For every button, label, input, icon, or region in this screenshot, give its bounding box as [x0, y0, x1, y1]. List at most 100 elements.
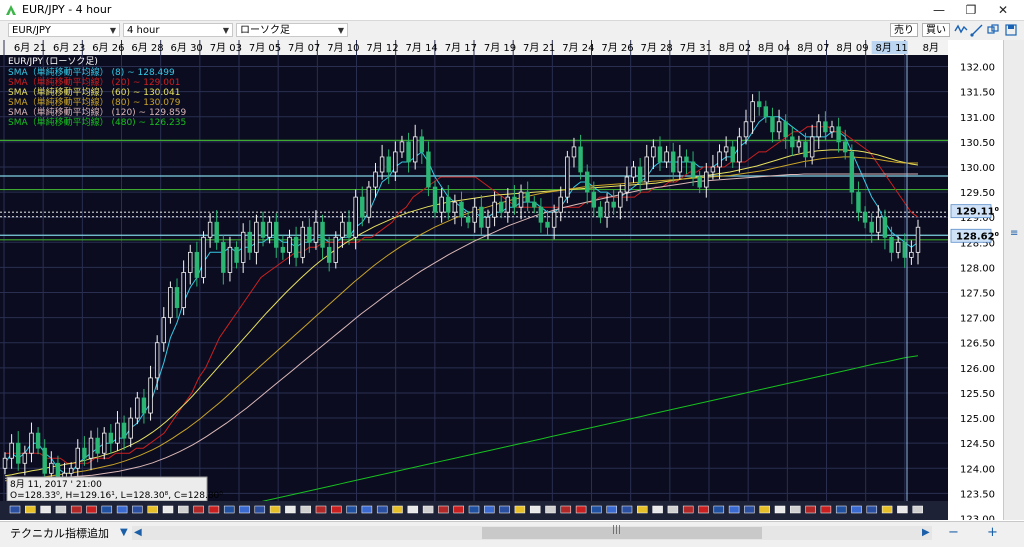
event-flag-icon[interactable] — [621, 505, 633, 514]
candle-body — [22, 452, 28, 464]
event-flag-icon[interactable] — [912, 505, 923, 514]
event-flag-icon[interactable] — [86, 505, 97, 514]
event-flag-icon[interactable] — [484, 505, 495, 514]
event-flag-icon[interactable] — [147, 505, 158, 514]
event-flag-icon[interactable] — [514, 505, 526, 514]
event-flag-icon[interactable] — [101, 505, 113, 514]
candle-body — [591, 191, 597, 208]
event-flag-icon[interactable] — [468, 505, 480, 514]
event-flag-icon[interactable] — [300, 505, 311, 514]
event-flag-icon[interactable] — [682, 505, 694, 514]
scroll-handle-icon[interactable]: ≡ — [1010, 228, 1019, 239]
event-flag-icon[interactable] — [116, 505, 128, 514]
event-flag-icon[interactable] — [820, 505, 832, 514]
event-flag-icon[interactable] — [422, 505, 434, 514]
event-flag-icon[interactable] — [407, 505, 419, 514]
chart-style-select[interactable]: ローソク足 ▼ — [236, 23, 348, 37]
candle-body — [882, 216, 888, 238]
event-flag-icon[interactable] — [346, 505, 357, 514]
event-flag-icon[interactable] — [790, 505, 801, 514]
chart-link-icon[interactable] — [986, 23, 1000, 37]
event-flag-icon[interactable] — [361, 505, 373, 514]
close-button[interactable]: ✕ — [997, 3, 1009, 17]
event-flag-icon[interactable] — [132, 505, 143, 514]
event-flag-icon[interactable] — [560, 505, 572, 514]
chevron-down-icon[interactable]: ▼ — [120, 527, 128, 538]
sma-lines — [4, 116, 919, 520]
event-flag-icon[interactable] — [254, 505, 266, 514]
event-flag-icon[interactable] — [162, 505, 174, 514]
draw-trendline-icon[interactable] — [970, 23, 984, 37]
event-flag-icon[interactable] — [575, 505, 587, 514]
event-flag-icon[interactable] — [897, 505, 908, 514]
event-flag-icon[interactable] — [55, 505, 67, 514]
event-flag-icon[interactable] — [545, 505, 556, 514]
candle-body — [637, 166, 643, 183]
event-flag-icon[interactable] — [728, 505, 740, 514]
sma-line — [5, 126, 919, 464]
event-flag-icon[interactable] — [178, 505, 189, 514]
horizontal-scrollbar[interactable]: ||| — [132, 525, 932, 540]
event-flags[interactable] — [0, 501, 948, 520]
event-flag-icon[interactable] — [835, 505, 847, 514]
x-tick-label: 7月 05 — [249, 42, 281, 54]
event-flag-icon[interactable] — [759, 505, 770, 514]
event-flag-icon[interactable] — [25, 505, 36, 514]
event-flag-icon[interactable] — [239, 505, 250, 514]
event-flag-icon[interactable] — [698, 505, 709, 514]
scrollbar-thumb[interactable]: ||| — [482, 525, 762, 539]
event-flag-icon[interactable] — [652, 505, 663, 514]
x-axis-ticks: 6月 21 6月 23 6月 26 6月 28 6月 30 7月 03 7月 05 7月 07… — [14, 41, 939, 54]
event-flag-icon[interactable] — [881, 505, 893, 514]
event-flag-icon[interactable] — [376, 505, 388, 514]
event-flag-icon[interactable] — [315, 505, 327, 514]
event-flag-icon[interactable] — [193, 505, 204, 514]
event-flag-icon[interactable] — [851, 505, 862, 514]
event-flag-icon[interactable] — [637, 505, 648, 514]
price-chart[interactable]: 6月 21 6月 23 6月 26 6月 28 6月 30 7月 03 7月 05 7月 07… — [0, 40, 1003, 520]
event-flag-icon[interactable] — [269, 505, 281, 514]
event-flag-icon[interactable] — [499, 505, 510, 514]
instrument-select[interactable]: EUR/JPY ▼ — [8, 23, 120, 37]
event-flag-icon[interactable] — [606, 505, 617, 514]
vertical-scrollbar[interactable]: ≡ — [1003, 40, 1024, 520]
chart-toolbar: EUR/JPY ▼ 4 hour ▼ ローソク足 ▼ 売り 買い — [0, 21, 1024, 41]
scroll-right-arrow[interactable]: ▶ — [922, 527, 930, 538]
candle-body — [902, 241, 907, 258]
minimize-button[interactable]: — — [933, 3, 945, 17]
event-flag-icon[interactable] — [667, 505, 679, 514]
zoom-in-button[interactable]: + — [987, 525, 998, 540]
timeframe-select[interactable]: 4 hour ▼ — [123, 23, 233, 37]
sell-button[interactable]: 売り — [890, 23, 918, 37]
event-flag-icon[interactable] — [438, 505, 449, 514]
app-logo-icon — [6, 5, 16, 15]
candle-body — [2, 457, 8, 469]
event-flag-icon[interactable] — [591, 505, 602, 514]
event-flag-icon[interactable] — [774, 505, 786, 514]
candle-body — [240, 231, 246, 263]
candle-body — [743, 121, 749, 138]
event-flag-icon[interactable] — [223, 505, 235, 514]
restore-button[interactable]: ❐ — [965, 3, 977, 17]
event-flag-icon[interactable] — [744, 505, 755, 514]
event-flag-icon[interactable] — [713, 505, 725, 514]
scroll-left-arrow[interactable]: ◀ — [134, 527, 142, 538]
event-flag-icon[interactable] — [70, 505, 82, 514]
horizontal-levels — [0, 139, 948, 241]
event-flag-icon[interactable] — [392, 505, 403, 514]
save-chart-icon[interactable] — [1004, 23, 1018, 37]
buy-button[interactable]: 買い — [922, 23, 950, 37]
event-flag-icon[interactable] — [453, 505, 464, 514]
event-flag-icon[interactable] — [285, 505, 296, 514]
add-indicator-button[interactable]: テクニカル指標追加 — [10, 527, 109, 540]
crosshair-icon[interactable] — [954, 23, 968, 37]
event-flag-icon[interactable] — [331, 505, 342, 514]
zoom-out-button[interactable]: − — [948, 525, 959, 540]
candle-body — [379, 156, 385, 173]
event-flag-icon[interactable] — [9, 505, 21, 514]
event-flag-icon[interactable] — [866, 505, 878, 514]
event-flag-icon[interactable] — [208, 505, 220, 514]
event-flag-icon[interactable] — [529, 505, 541, 514]
event-flag-icon[interactable] — [40, 505, 51, 514]
event-flag-icon[interactable] — [805, 505, 816, 514]
